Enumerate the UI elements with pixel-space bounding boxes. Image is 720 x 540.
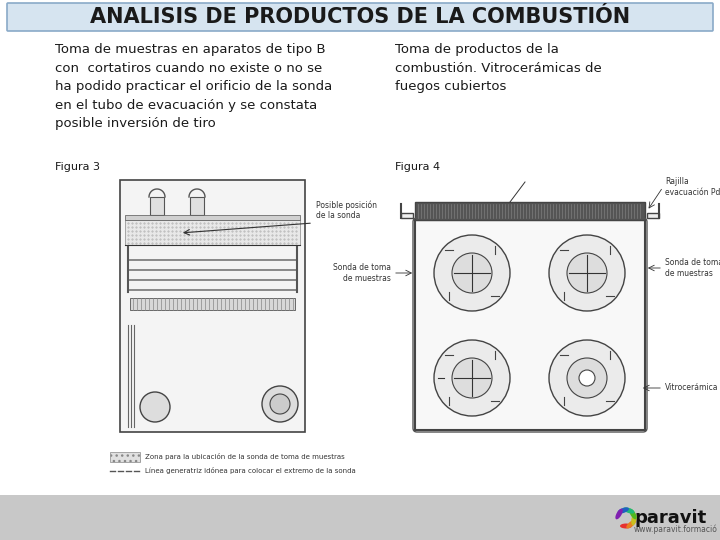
Text: Vitrocerámica: Vitrocerámica (665, 383, 719, 393)
Circle shape (549, 340, 625, 416)
Text: Toma de muestras en aparatos de tipo B
con  cortatiros cuando no existe o no se
: Toma de muestras en aparatos de tipo B c… (55, 43, 332, 130)
Bar (0, 495, 720, 540)
FancyBboxPatch shape (7, 3, 713, 31)
Text: Toma de productos de la
combustión. Vitrocerámicas de
fuegos cubiertos: Toma de productos de la combustión. Vitr… (395, 43, 602, 93)
Text: Rajilla
evacuación Pd.C: Rajilla evacuación Pd.C (665, 177, 720, 197)
Bar (120, 180, 305, 432)
Text: www.paravit.formació: www.paravit.formació (634, 524, 718, 534)
Ellipse shape (618, 508, 629, 514)
Text: Figura 4: Figura 4 (395, 162, 440, 172)
Text: Sonda de toma
de muestras: Sonda de toma de muestras (333, 264, 391, 283)
Text: Posible posición
de la sonda: Posible posición de la sonda (316, 200, 377, 220)
Text: paravit: paravit (634, 509, 706, 527)
Bar (415, 220, 645, 430)
Bar (105, 175, 310, 440)
Circle shape (567, 253, 607, 293)
Ellipse shape (616, 509, 623, 519)
Bar (395, 185, 665, 445)
Ellipse shape (623, 508, 634, 514)
Ellipse shape (620, 523, 632, 529)
Bar (190, 197, 204, 215)
Text: Sonda de toma
de muestras: Sonda de toma de muestras (665, 258, 720, 278)
Bar (415, 202, 645, 220)
Text: Línea generatriz idónea para colocar el extremo de la sonda: Línea generatriz idónea para colocar el … (145, 468, 356, 475)
Circle shape (549, 235, 625, 311)
Text: ANALISIS DE PRODUCTOS DE LA COMBUSTIÓN: ANALISIS DE PRODUCTOS DE LA COMBUSTIÓN (90, 7, 630, 27)
Circle shape (434, 340, 510, 416)
Circle shape (567, 358, 607, 398)
Ellipse shape (631, 514, 636, 525)
Circle shape (434, 235, 510, 311)
Ellipse shape (626, 520, 636, 529)
Circle shape (452, 358, 492, 398)
Ellipse shape (629, 509, 636, 519)
Bar (401, 213, 413, 218)
Bar (125, 220, 300, 245)
Circle shape (579, 370, 595, 386)
Bar (110, 452, 140, 462)
Bar (125, 215, 300, 220)
Circle shape (262, 386, 298, 422)
Bar (150, 197, 164, 215)
Text: Zona para la ubicación de la sonda de toma de muestras: Zona para la ubicación de la sonda de to… (145, 454, 345, 461)
Circle shape (140, 392, 170, 422)
Circle shape (452, 253, 492, 293)
Text: Figura 3: Figura 3 (55, 162, 100, 172)
Bar (130, 298, 295, 310)
Circle shape (270, 394, 290, 414)
Bar (647, 213, 659, 218)
